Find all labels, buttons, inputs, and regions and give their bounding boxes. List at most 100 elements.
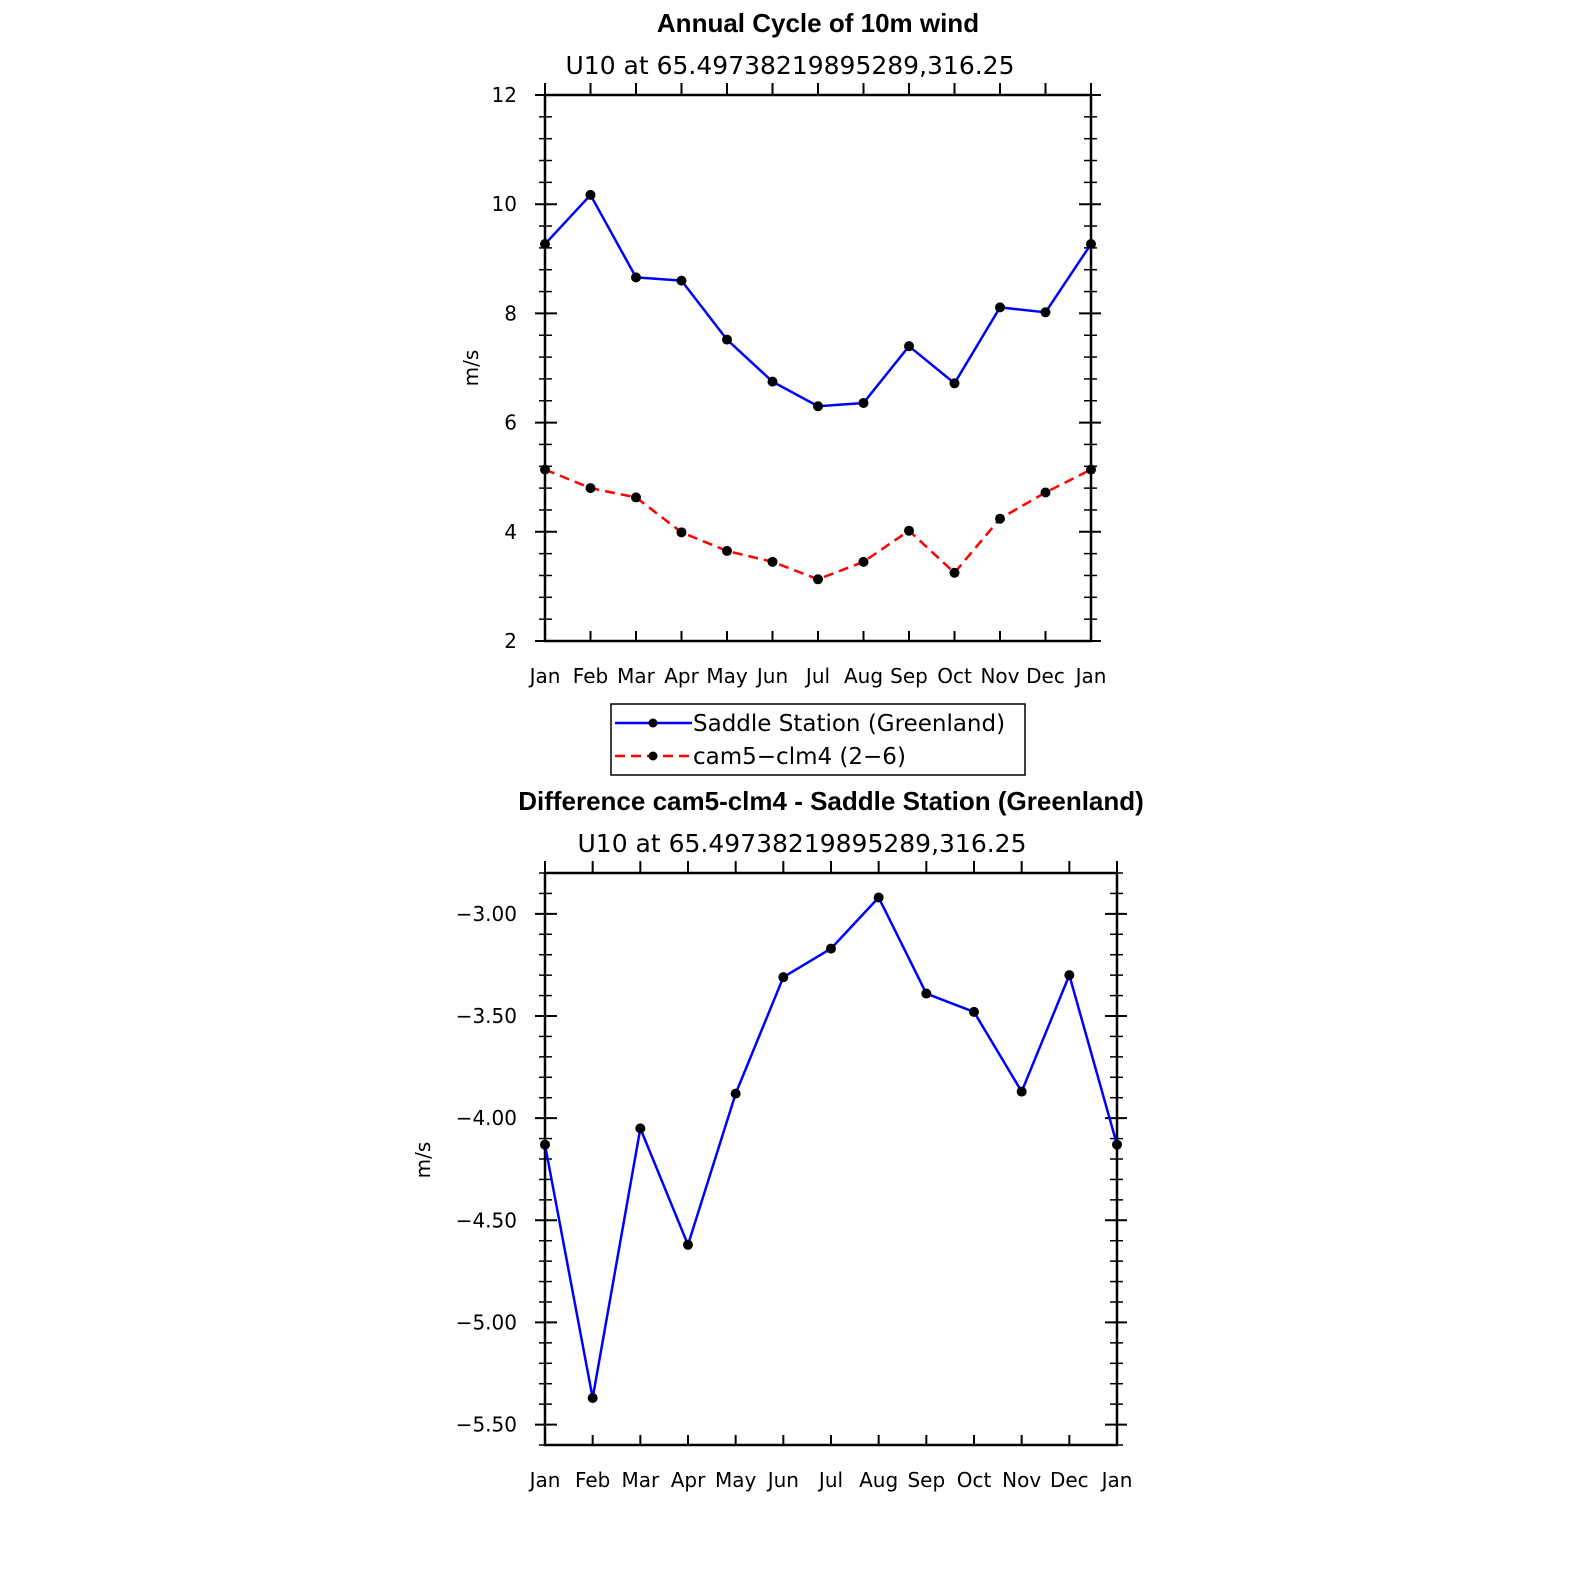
x-tick-label: Jun — [766, 1468, 799, 1492]
legend-label-saddle: Saddle Station (Greenland) — [693, 711, 1005, 737]
data-point — [540, 1139, 550, 1150]
data-point — [631, 492, 641, 503]
data-point — [826, 943, 836, 954]
data-point — [631, 272, 641, 283]
data-point — [858, 556, 869, 567]
data-point — [813, 401, 823, 412]
data-point — [1112, 1139, 1122, 1150]
x-tick-label: Nov — [1002, 1468, 1041, 1492]
chart-subtitle: U10 at 65.49738219895289,316.25 — [578, 829, 1027, 858]
x-tick-label: Sep — [907, 1468, 945, 1492]
y-tick-label: −5.50 — [456, 1413, 517, 1437]
y-tick-label: 10 — [492, 192, 517, 216]
data-point — [585, 189, 596, 200]
data-point — [540, 239, 550, 250]
x-tick-label: Sep — [890, 664, 928, 688]
x-tick-label: Feb — [573, 664, 608, 688]
y-tick-label: −3.50 — [456, 1004, 517, 1028]
series-markers — [540, 892, 1122, 1404]
y-axis-label: m/s — [459, 350, 483, 387]
difference-chart: Difference cam5-clm4 - Saddle Station (G… — [411, 786, 1144, 1492]
x-tick-label: Jan — [528, 664, 561, 688]
x-tick-label: Nov — [980, 664, 1019, 688]
y-tick-label: 12 — [492, 83, 517, 107]
annual-cycle-chart: Annual Cycle of 10m wind U10 at 65.49738… — [459, 8, 1107, 776]
y-tick-label: 6 — [504, 411, 517, 435]
data-point — [1086, 239, 1096, 250]
data-point — [1040, 307, 1051, 318]
data-point — [587, 1393, 598, 1404]
x-tick-label: Jan — [1100, 1468, 1133, 1492]
data-point — [778, 972, 789, 983]
y-tick-label: −4.50 — [456, 1208, 517, 1232]
data-point — [873, 892, 884, 903]
x-tick-label: Oct — [937, 664, 972, 688]
plot-frame — [543, 871, 1119, 1447]
data-point — [676, 275, 687, 286]
x-tick-label: Apr — [664, 664, 699, 688]
chart-title: Difference cam5-clm4 - Saddle Station (G… — [518, 786, 1144, 816]
series-line-0 — [544, 193, 1093, 408]
x-tick-label: Mar — [617, 664, 656, 688]
data-point — [949, 378, 960, 389]
data-point — [921, 988, 932, 999]
data-point — [722, 334, 732, 345]
x-tick-label: Jan — [528, 1468, 561, 1492]
data-point — [904, 341, 914, 352]
x-tick-label: May — [706, 664, 748, 688]
x-tick-label: Feb — [575, 1468, 610, 1492]
x-tick-label: Apr — [671, 1468, 706, 1492]
axis-ticks: Jan Feb Mar Apr May Jun Jul Aug Sep Oct Nov Dec Jan −… — [456, 861, 1133, 1492]
y-tick-label: 8 — [504, 301, 517, 325]
data-point — [995, 513, 1005, 524]
data-point — [904, 525, 914, 536]
series-line-0 — [543, 896, 1119, 1400]
data-point — [683, 1239, 693, 1250]
axis-ticks: Jan Feb Mar Apr May Jun Jul Aug Sep Oct Nov Dec Jan 2… — [492, 83, 1107, 688]
x-tick-label: Aug — [859, 1468, 898, 1492]
data-point — [767, 556, 778, 567]
chart-subtitle: U10 at 65.49738219895289,316.25 — [566, 51, 1015, 80]
y-tick-label: −4.00 — [456, 1106, 517, 1130]
x-tick-label: Jan — [1074, 664, 1107, 688]
data-point — [969, 1006, 979, 1017]
data-point — [722, 545, 732, 556]
data-point — [813, 574, 823, 585]
data-point — [1016, 1086, 1027, 1097]
x-tick-label: Oct — [957, 1468, 992, 1492]
series-markers — [540, 189, 1096, 585]
x-tick-label: Jun — [755, 664, 788, 688]
series-lines — [544, 193, 1093, 581]
series-line-1 — [544, 468, 1092, 581]
x-tick-label: Aug — [844, 664, 883, 688]
legend-marker-model — [648, 751, 658, 761]
x-tick-label: Jul — [817, 1468, 843, 1492]
data-point — [767, 376, 778, 387]
legend-marker-saddle — [648, 718, 658, 728]
legend-label-model: cam5−clm4 (2−6) — [693, 744, 906, 770]
data-point — [585, 483, 596, 494]
data-point — [1040, 487, 1051, 498]
data-point — [995, 302, 1005, 313]
data-point — [949, 567, 960, 578]
x-tick-label: Mar — [621, 1468, 660, 1492]
data-point — [1086, 464, 1096, 475]
x-tick-label: May — [715, 1468, 757, 1492]
data-point — [540, 464, 550, 475]
y-axis-label: m/s — [411, 1142, 435, 1179]
x-tick-label: Dec — [1050, 1468, 1089, 1492]
x-tick-label: Dec — [1026, 664, 1065, 688]
y-tick-label: 4 — [504, 520, 517, 544]
series-lines — [543, 896, 1119, 1400]
plot-frame — [543, 93, 1093, 643]
y-tick-label: 2 — [504, 629, 517, 653]
legend-box — [610, 703, 1026, 776]
legend: Saddle Station (Greenland) cam5−clm4 (2−… — [610, 703, 1026, 776]
data-point — [1064, 970, 1075, 981]
chart-title: Annual Cycle of 10m wind — [657, 8, 979, 38]
data-point — [858, 397, 869, 408]
data-point — [635, 1123, 646, 1134]
data-point — [730, 1088, 741, 1099]
data-point — [676, 527, 687, 538]
